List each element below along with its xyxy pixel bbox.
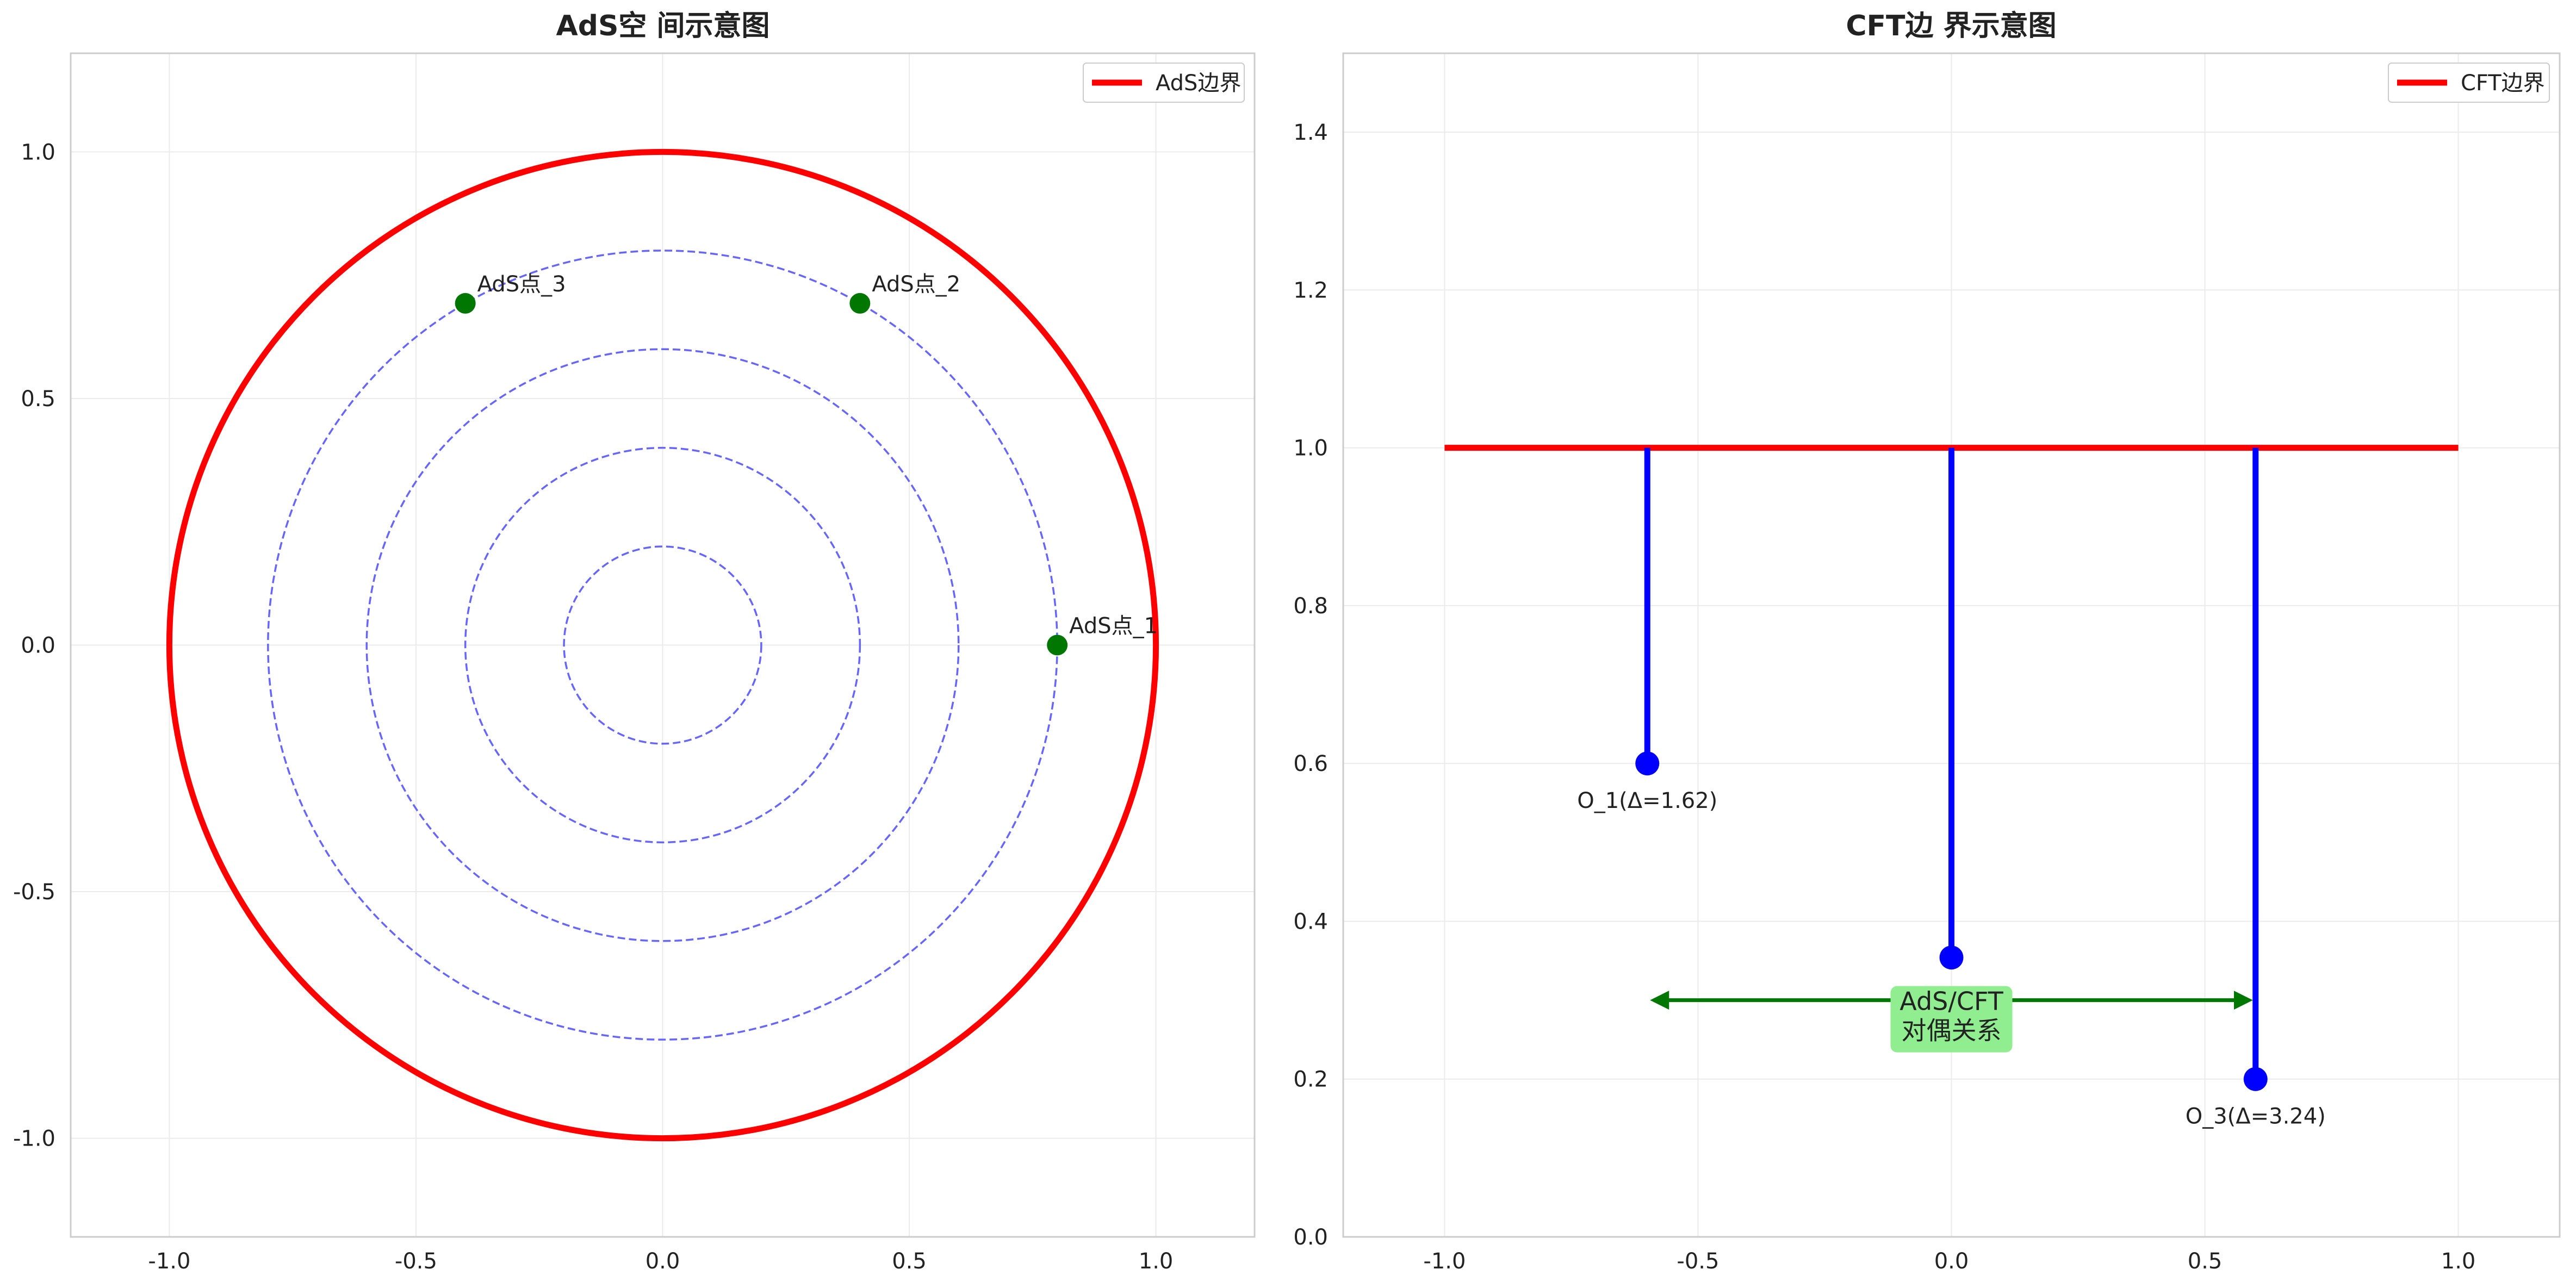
ads-points: AdS点_1 AdS点_2 AdS点_3	[455, 272, 1158, 656]
duality-label-line2: 对偶关系	[1902, 1016, 2002, 1046]
ads-ytick-label: -1.0	[13, 1127, 55, 1152]
cft-xtick-label: 0.0	[1934, 1249, 1969, 1274]
cft-ytick-label: 0.6	[1293, 751, 1328, 776]
ads-point-label: AdS点_1	[1069, 614, 1158, 639]
ads-ytick-label: 0.5	[21, 387, 55, 412]
ads-point	[1047, 634, 1068, 656]
ads-panel: AdS空 间示意图 -1.0 -0.5 0.0 0.5 1.0 -1.0 -0.5 0.0 0.…	[13, 10, 1256, 1274]
ads-point	[455, 293, 476, 314]
ads-ticks: -1.0 -0.5 0.0 0.5 1.0 -1.0 -0.5 0.0 0.5 1.0	[13, 140, 1173, 1274]
cft-ytick-label: 1.0	[1293, 436, 1328, 461]
ads-ytick-label: 1.0	[21, 140, 55, 165]
ads-xtick-label: -1.0	[148, 1249, 190, 1274]
ads-frame	[70, 52, 1256, 1238]
cft-operator-label: O_3(Δ=3.24)	[2186, 1104, 2326, 1129]
cft-legend: CFT边界	[2388, 63, 2550, 103]
ads-ytick-label: -0.5	[13, 880, 55, 905]
ads-xtick-label: -0.5	[395, 1249, 437, 1274]
ads-xtick-label: 0.5	[892, 1249, 927, 1274]
duality-box	[1890, 986, 2013, 1053]
cft-xtick-label: -1.0	[1423, 1249, 1466, 1274]
ads-point-label: AdS点_3	[477, 272, 566, 297]
duality-label-line1: AdS/CFT	[1900, 987, 2003, 1016]
ads-xtick-label: 0.0	[645, 1249, 680, 1274]
cft-panel: CFT边 界示意图 -1.0 -0.5 0.0 0.5 1.0 0.0 0.2 0.4 0.6 0…	[1293, 10, 2561, 1274]
ads-xtick-label: 1.0	[1139, 1249, 1174, 1274]
cft-ytick-label: 1.2	[1293, 278, 1328, 303]
cft-ytick-label: 1.4	[1293, 120, 1328, 145]
cft-ytick-label: 0.0	[1293, 1225, 1328, 1250]
cft-xtick-label: 1.0	[2441, 1249, 2476, 1274]
cft-legend-label: CFT边界	[2461, 71, 2545, 96]
cft-frame	[1342, 52, 2561, 1238]
cft-ytick-label: 0.8	[1293, 594, 1328, 619]
cft-operator-point	[1635, 751, 1660, 776]
cft-operator-label: O_1(Δ=1.62)	[1577, 788, 1717, 813]
ads-legend: AdS边界	[1083, 63, 1245, 103]
ads-radial-contour	[464, 446, 861, 844]
cft-xtick-label: 0.5	[2188, 1249, 2223, 1274]
duality-annotation: AdS/CFT 对偶关系	[1890, 986, 2013, 1053]
ads-boundary-circle	[166, 148, 1159, 1142]
ads-radial-contour	[365, 348, 960, 942]
ads-ytick-label: 0.0	[21, 633, 55, 658]
cft-ytick-label: 0.2	[1293, 1067, 1328, 1092]
ads-grid	[71, 53, 1255, 1237]
cft-operator-point	[1939, 945, 1964, 970]
cft-operator-point	[2243, 1067, 2268, 1091]
cft-xtick-label: -0.5	[1677, 1249, 1719, 1274]
cft-ticks: -1.0 -0.5 0.0 0.5 1.0 0.0 0.2 0.4 0.6 0.8 1.0 1.2 1.…	[1293, 120, 2475, 1274]
ads-point-label: AdS点_2	[872, 272, 960, 297]
ads-legend-label: AdS边界	[1156, 71, 1241, 96]
cft-operators: O_1(Δ=1.62) O_3(Δ=3.24)	[1577, 447, 2326, 1129]
cft-ytick-label: 0.4	[1293, 909, 1328, 934]
ads-radial-contour	[563, 545, 762, 745]
ads-title: AdS空 间示意图	[556, 10, 769, 42]
ads-point	[849, 293, 871, 314]
cft-title: CFT边 界示意图	[1846, 10, 2056, 42]
